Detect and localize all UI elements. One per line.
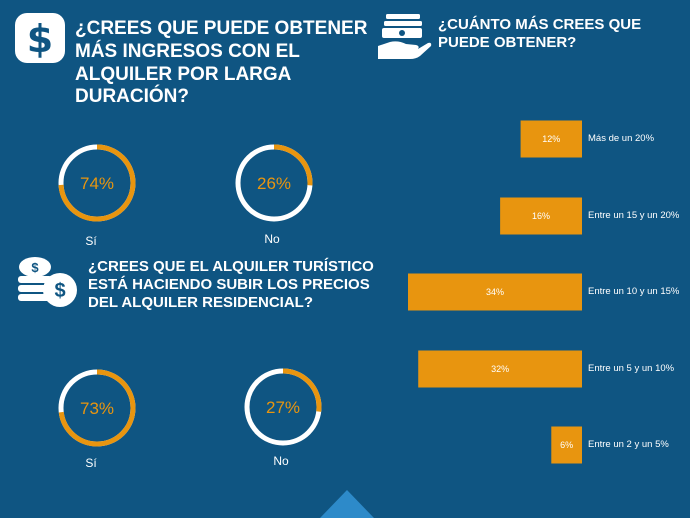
bar — [408, 273, 582, 311]
svg-text:$: $ — [27, 17, 53, 61]
bar-value-label: 32% — [491, 364, 509, 374]
bar-value-label: 34% — [486, 287, 504, 297]
bar — [551, 426, 582, 464]
bar-category-label: Entre un 15 y un 20% — [588, 210, 680, 221]
svg-text:$: $ — [54, 280, 65, 302]
ring-arc — [235, 144, 313, 222]
coin-stack-icon: $ $ — [18, 257, 77, 307]
bar-value-label: 16% — [532, 211, 550, 221]
hand-money-icon — [378, 14, 432, 59]
bar-value-label: 6% — [560, 440, 573, 450]
ring-arc — [58, 369, 136, 447]
bar-category-label: Entre un 5 y un 10% — [588, 363, 675, 374]
question2-title: ¿CREES QUE EL ALQUILER TURÍSTICO ESTÁ HA… — [88, 258, 374, 311]
bar-category-label: Más de un 20% — [588, 133, 655, 144]
ring-1-1: 74% Sí — [58, 144, 136, 248]
ring-2-2: 27% No — [244, 368, 322, 468]
ring-2-1: 73% Sí — [58, 369, 136, 470]
ring-value-label: 27% — [266, 398, 300, 417]
ring-1-2: 26% No — [235, 144, 313, 246]
ring-arc — [244, 368, 322, 446]
ring-category-label: No — [273, 454, 289, 468]
svg-text:$: $ — [31, 260, 39, 275]
ring-category-label: Sí — [85, 234, 97, 248]
bottom-arrow-decoration — [320, 490, 374, 518]
ring-arc — [58, 144, 136, 222]
ring-category-label: Sí — [85, 456, 97, 470]
question1-title: ¿CREES QUE PUEDE OBTENER MÁS INGRESOS CO… — [75, 18, 368, 108]
dollar-icon: $ — [15, 13, 65, 63]
bar — [520, 120, 582, 158]
question3-title: ¿CUÁNTO MÁS CREES QUE PUEDE OBTENER? — [438, 16, 642, 51]
ring-category-label: No — [264, 232, 280, 246]
bar-category-label: Entre un 2 y un 5% — [588, 439, 669, 450]
bar-category-label: Entre un 10 y un 15% — [588, 286, 680, 297]
ring-value-label: 74% — [80, 174, 114, 193]
bar-value-label: 12% — [542, 134, 560, 144]
bar — [418, 350, 582, 388]
ring-value-label: 73% — [80, 399, 114, 418]
ring-value-label: 26% — [257, 174, 291, 193]
bar — [500, 197, 582, 235]
